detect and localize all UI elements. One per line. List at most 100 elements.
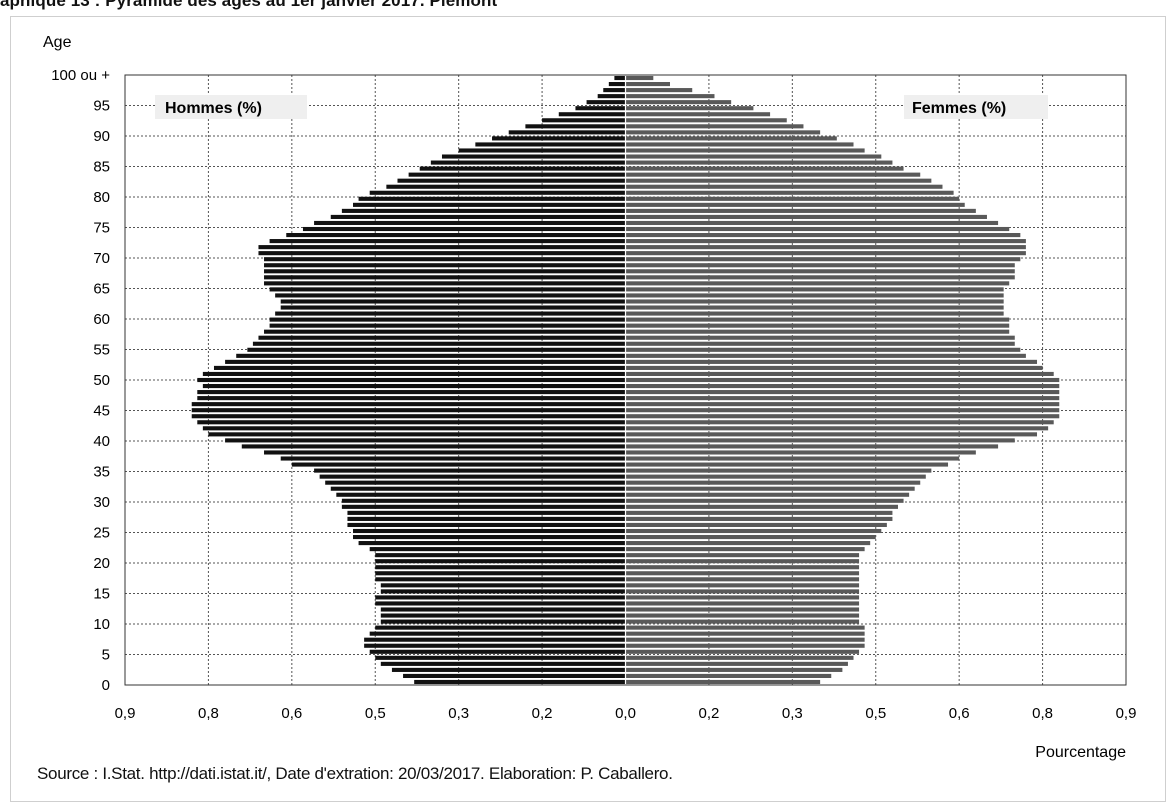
- men-bar: [375, 625, 626, 630]
- men-bar: [286, 233, 626, 238]
- women-bar: [625, 184, 943, 189]
- men-bar: [330, 214, 626, 219]
- men-bar: [236, 353, 626, 358]
- men-bar: [241, 444, 626, 449]
- women-bar: [625, 601, 860, 606]
- women-bar: [625, 287, 1004, 292]
- women-bar: [625, 498, 904, 503]
- women-bar: [625, 94, 715, 99]
- men-bar: [375, 553, 626, 558]
- women-bar: [625, 130, 821, 135]
- women-bar: [625, 679, 821, 685]
- women-bar: [625, 377, 1060, 383]
- women-bar: [625, 323, 1010, 328]
- women-bar: [625, 269, 1015, 274]
- y-tick-labels: 0 5 10 15 20 25 30 35 40 45 50 55 60 65 70 75 80 85 90 95 10…: [51, 67, 110, 694]
- women-bar: [625, 655, 854, 660]
- x-tick-label: 0,9: [1116, 705, 1137, 722]
- men-bar: [202, 426, 626, 431]
- women-bar: [625, 311, 1004, 316]
- women-bar: [625, 172, 921, 177]
- women-bar: [625, 468, 932, 473]
- men-bar: [369, 547, 626, 552]
- men-bar: [403, 673, 626, 678]
- men-bar: [291, 462, 626, 467]
- men-bar: [397, 178, 626, 183]
- men-bar: [341, 498, 626, 503]
- y-tick-label: 35: [93, 464, 110, 481]
- men-bar: [603, 88, 626, 93]
- men-bar: [269, 239, 626, 244]
- men-bar: [375, 601, 626, 606]
- women-bar: [625, 124, 804, 129]
- men-bar: [558, 112, 626, 117]
- men-bar: [280, 299, 626, 304]
- men-bar: [419, 166, 626, 171]
- women-bar: [625, 547, 865, 552]
- women-bar: [625, 408, 1060, 413]
- y-axis-label: Age: [43, 34, 72, 51]
- men-bar: [208, 432, 626, 437]
- women-bar: [625, 649, 860, 654]
- chart-frame: [10, 16, 1166, 802]
- men-bar: [264, 281, 626, 286]
- women-bar: [625, 571, 860, 576]
- women-bar: [625, 577, 860, 582]
- men-bar: [264, 450, 626, 455]
- men-bar: [458, 148, 626, 153]
- men-bar: [247, 347, 626, 352]
- men-bar: [264, 269, 626, 274]
- men-bar: [353, 534, 626, 540]
- men-bar: [380, 589, 626, 594]
- men-bar: [575, 106, 626, 111]
- men-bar: [275, 311, 626, 316]
- women-bar: [625, 673, 832, 678]
- men-bar: [347, 510, 626, 515]
- women-bar: [625, 257, 1021, 262]
- men-bar: [202, 383, 626, 389]
- men-bar: [375, 577, 626, 582]
- men-bar: [264, 275, 626, 280]
- women-bar: [625, 82, 670, 87]
- x-tick-label: 0,3: [782, 705, 803, 722]
- women-bar: [625, 154, 882, 159]
- men-bar: [319, 474, 626, 479]
- women-bar: [625, 299, 1004, 304]
- men-bar: [375, 571, 626, 576]
- men-bar: [358, 196, 626, 201]
- women-bar: [625, 589, 860, 594]
- women-bar: [625, 480, 921, 485]
- legend-women-box: [904, 95, 1048, 119]
- men-bar: [375, 565, 626, 570]
- women-bar: [625, 100, 732, 105]
- men-bar: [586, 100, 626, 105]
- women-bar: [625, 534, 876, 540]
- y-tick-label: 50: [93, 372, 110, 389]
- men-bar: [492, 136, 626, 141]
- y-tick-label: 10: [93, 616, 110, 633]
- women-bar: [625, 178, 932, 183]
- women-bar: [625, 643, 865, 648]
- x-tick-label: 0,3: [448, 705, 469, 722]
- men-bar: [369, 649, 626, 654]
- women-bar: [625, 148, 865, 153]
- y-tick-label: 60: [93, 311, 110, 328]
- men-bar: [441, 154, 626, 159]
- men-bar: [258, 245, 626, 250]
- men-bar: [614, 75, 626, 81]
- women-bar: [625, 661, 848, 666]
- men-bar: [213, 365, 626, 370]
- women-bar: [625, 541, 871, 546]
- men-bar: [302, 226, 626, 232]
- men-bar: [475, 142, 626, 147]
- x-tick-label: 0,8: [198, 705, 219, 722]
- women-bar: [625, 565, 860, 570]
- women-bar: [625, 383, 1060, 389]
- men-bar: [330, 486, 626, 491]
- women-bar: [625, 607, 860, 612]
- women-bar: [625, 492, 910, 497]
- y-tick-label: 5: [102, 647, 110, 664]
- men-bar: [380, 619, 626, 624]
- women-bar: [625, 522, 887, 528]
